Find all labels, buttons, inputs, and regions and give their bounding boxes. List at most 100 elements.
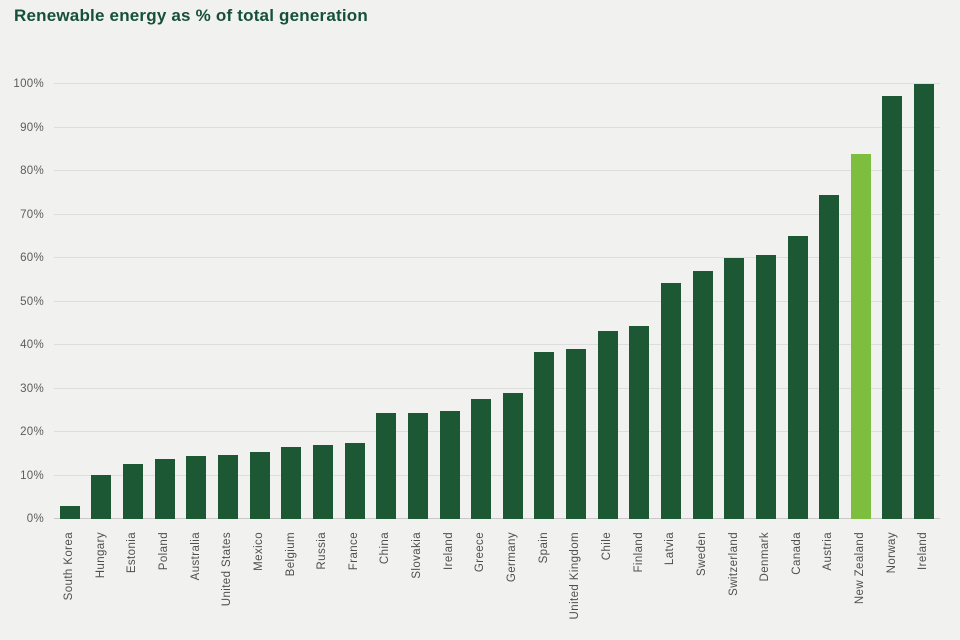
bar-column bbox=[624, 84, 656, 519]
bar-belgium bbox=[281, 446, 302, 519]
x-label-cell: Denmark bbox=[750, 532, 782, 638]
x-label-cell: Ireland bbox=[434, 532, 466, 638]
bar-switzerland bbox=[724, 258, 745, 519]
x-label-cell: Estonia bbox=[117, 532, 149, 638]
x-label-cell: Poland bbox=[149, 532, 181, 638]
x-label-poland: Poland bbox=[157, 532, 170, 571]
bar-china bbox=[376, 412, 397, 519]
x-label-cell: Spain bbox=[529, 532, 561, 638]
bar-column bbox=[307, 84, 339, 519]
bar-russia bbox=[312, 445, 333, 519]
x-label-cell: United Kingdom bbox=[560, 532, 592, 638]
bar-column bbox=[877, 84, 909, 519]
bar-column bbox=[908, 84, 940, 519]
chart-title: Renewable energy as % of total generatio… bbox=[14, 6, 368, 25]
bar-poland bbox=[154, 458, 175, 519]
bar-column bbox=[370, 84, 402, 519]
x-label-cell: South Korea bbox=[54, 532, 86, 638]
x-label-united-kingdom: United Kingdom bbox=[569, 532, 582, 620]
x-label-cell: Switzerland bbox=[718, 532, 750, 638]
bar-column bbox=[434, 84, 466, 519]
bar-austria bbox=[819, 195, 840, 519]
x-label-cell: China bbox=[370, 532, 402, 638]
y-tick-label-90: 90% bbox=[20, 121, 44, 134]
x-label-ireland: Ireland bbox=[442, 532, 455, 570]
gridline bbox=[54, 474, 940, 476]
gridline bbox=[54, 387, 940, 389]
x-label-cell: Greece bbox=[465, 532, 497, 638]
y-tick-label-10: 10% bbox=[20, 469, 44, 482]
bar-estonia bbox=[123, 463, 144, 519]
x-label-hungary: Hungary bbox=[94, 532, 107, 579]
bar-column bbox=[149, 84, 181, 519]
bar-denmark bbox=[755, 255, 776, 519]
x-label-cell: Australia bbox=[181, 532, 213, 638]
y-tick-label-80: 80% bbox=[20, 165, 44, 177]
bar-column bbox=[181, 84, 213, 519]
bar-column bbox=[465, 84, 497, 519]
x-label-cell: Ireland bbox=[908, 532, 940, 638]
gridline bbox=[54, 431, 940, 432]
bar-column bbox=[845, 84, 877, 519]
bar-column bbox=[339, 84, 371, 519]
x-label-cell: Germany bbox=[497, 532, 529, 638]
x-label-latvia: Latvia bbox=[664, 532, 677, 566]
x-label-estonia: Estonia bbox=[126, 532, 139, 574]
y-tick-label-40: 40% bbox=[20, 339, 44, 351]
y-axis-ticks: 0% 10% 20% 30% 40% 50% 60% 70% 80% 90% 100% bbox=[0, 78, 44, 525]
x-label-mexico: Mexico bbox=[252, 532, 265, 571]
y-tick-label-70: 70% bbox=[20, 208, 44, 221]
bar-finland bbox=[629, 326, 650, 519]
bar-slovakia bbox=[407, 412, 428, 519]
bar-latvia bbox=[660, 283, 681, 519]
bar-column bbox=[402, 84, 434, 519]
gridline bbox=[54, 83, 940, 84]
x-label-denmark: Denmark bbox=[759, 532, 772, 582]
x-label-cell: Austria bbox=[813, 532, 845, 638]
gridline bbox=[54, 170, 940, 171]
bar-south-korea bbox=[59, 505, 80, 519]
bar-chile bbox=[597, 330, 618, 519]
bar-column bbox=[54, 84, 86, 519]
x-label-slovakia: Slovakia bbox=[411, 532, 424, 579]
gridline bbox=[54, 126, 940, 128]
gridline bbox=[54, 344, 940, 345]
bar-column bbox=[244, 84, 276, 519]
plot-area bbox=[54, 83, 940, 519]
x-label-belgium: Belgium bbox=[284, 532, 297, 577]
x-label-cell: Canada bbox=[782, 532, 814, 638]
gridlines bbox=[54, 83, 940, 519]
bar-ireland bbox=[439, 411, 460, 519]
x-label-russia: Russia bbox=[316, 532, 329, 570]
x-label-cell: Norway bbox=[877, 532, 909, 638]
x-axis-labels: South Korea Hungary Estonia Poland Australia… bbox=[54, 532, 940, 638]
x-label-cell: Slovakia bbox=[402, 532, 434, 638]
x-label-cell: Hungary bbox=[86, 532, 118, 638]
x-label-canada: Canada bbox=[790, 532, 803, 575]
bar-united-kingdom bbox=[566, 349, 587, 519]
bar-column bbox=[529, 84, 561, 519]
x-label-sweden: Sweden bbox=[695, 532, 708, 576]
bar-sweden bbox=[692, 270, 713, 519]
bar-australia bbox=[186, 455, 207, 519]
x-label-cell: Finland bbox=[624, 532, 656, 638]
bar-greece bbox=[471, 399, 492, 519]
bar-norway bbox=[882, 95, 903, 519]
bar-column bbox=[86, 84, 118, 519]
y-tick-label-0: 0% bbox=[26, 513, 44, 525]
bar-column bbox=[117, 84, 149, 519]
bar-new-zealand bbox=[850, 153, 871, 519]
x-label-cell: Latvia bbox=[655, 532, 687, 638]
gridline bbox=[54, 213, 940, 215]
x-label-china: China bbox=[379, 532, 392, 565]
x-label-austria: Austria bbox=[822, 532, 835, 571]
bar-column bbox=[560, 84, 592, 519]
bar-hungary bbox=[91, 474, 112, 519]
bar-column bbox=[718, 84, 750, 519]
x-label-france: France bbox=[347, 532, 360, 571]
y-tick-label-60: 60% bbox=[20, 252, 44, 264]
y-tick-label-50: 50% bbox=[20, 295, 44, 308]
bar-mexico bbox=[249, 452, 270, 519]
bar-column bbox=[275, 84, 307, 519]
gridline bbox=[54, 300, 940, 302]
